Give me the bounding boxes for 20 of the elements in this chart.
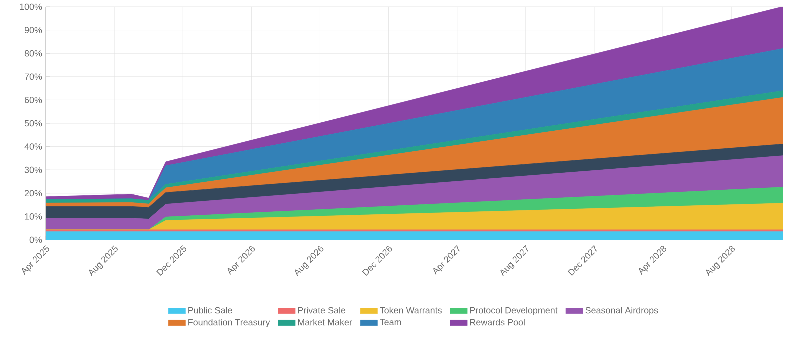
y-tick-label: 50% bbox=[24, 120, 42, 127]
y-tick-label: 80% bbox=[24, 50, 42, 57]
legend-label: Public Sale bbox=[188, 307, 232, 314]
y-tick-label: 10% bbox=[25, 214, 42, 220]
legend-label: Protocol Development bbox=[470, 307, 558, 316]
y-tick-label: 70% bbox=[24, 74, 42, 80]
legend-label: Token Warrants bbox=[380, 307, 442, 314]
y-tick-label: 30% bbox=[24, 166, 42, 174]
legend-label: Rewards Pool bbox=[470, 319, 525, 326]
legend-label: Team bbox=[380, 319, 402, 326]
legend-label: Foundation Treasury bbox=[188, 319, 270, 328]
y-tick-label: 100% bbox=[20, 4, 42, 10]
y-tick-label: 90% bbox=[24, 27, 42, 34]
legend-label: Seasonal Airdrops bbox=[586, 307, 658, 316]
y-tick-label: 60% bbox=[24, 97, 42, 104]
y-tick-label: 0% bbox=[30, 236, 42, 244]
y-tick-label: 20% bbox=[24, 190, 42, 197]
legend-label: Market Maker bbox=[298, 319, 352, 326]
y-tick-label: 40% bbox=[24, 144, 42, 150]
legend-label: Private Sale bbox=[298, 307, 346, 314]
